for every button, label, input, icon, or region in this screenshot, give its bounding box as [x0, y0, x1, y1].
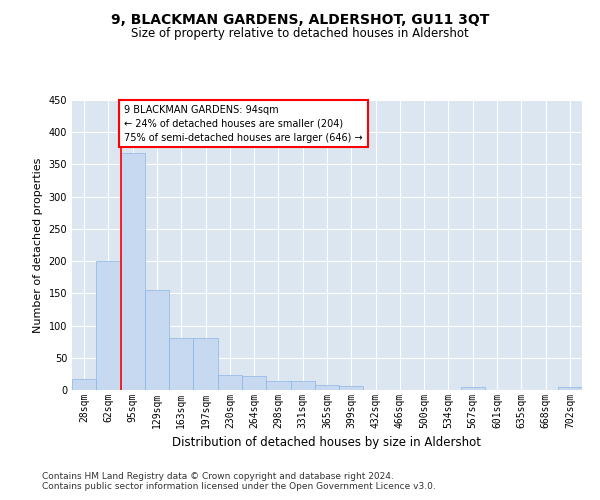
Bar: [145, 290, 169, 390]
Text: Size of property relative to detached houses in Aldershot: Size of property relative to detached ho…: [131, 28, 469, 40]
Bar: [290, 381, 315, 390]
Bar: [218, 375, 242, 390]
Y-axis label: Number of detached properties: Number of detached properties: [33, 158, 43, 332]
Bar: [242, 376, 266, 390]
Bar: [96, 261, 121, 390]
Bar: [558, 387, 582, 390]
X-axis label: Distribution of detached houses by size in Aldershot: Distribution of detached houses by size …: [173, 436, 482, 450]
Bar: [72, 379, 96, 390]
Text: Contains HM Land Registry data © Crown copyright and database right 2024.: Contains HM Land Registry data © Crown c…: [42, 472, 394, 481]
Bar: [315, 386, 339, 390]
Bar: [169, 338, 193, 390]
Text: 9 BLACKMAN GARDENS: 94sqm
← 24% of detached houses are smaller (204)
75% of semi: 9 BLACKMAN GARDENS: 94sqm ← 24% of detac…: [124, 104, 363, 142]
Bar: [121, 154, 145, 390]
Bar: [461, 387, 485, 390]
Bar: [339, 386, 364, 390]
Text: Contains public sector information licensed under the Open Government Licence v3: Contains public sector information licen…: [42, 482, 436, 491]
Text: 9, BLACKMAN GARDENS, ALDERSHOT, GU11 3QT: 9, BLACKMAN GARDENS, ALDERSHOT, GU11 3QT: [111, 12, 489, 26]
Bar: [193, 338, 218, 390]
Bar: [266, 381, 290, 390]
